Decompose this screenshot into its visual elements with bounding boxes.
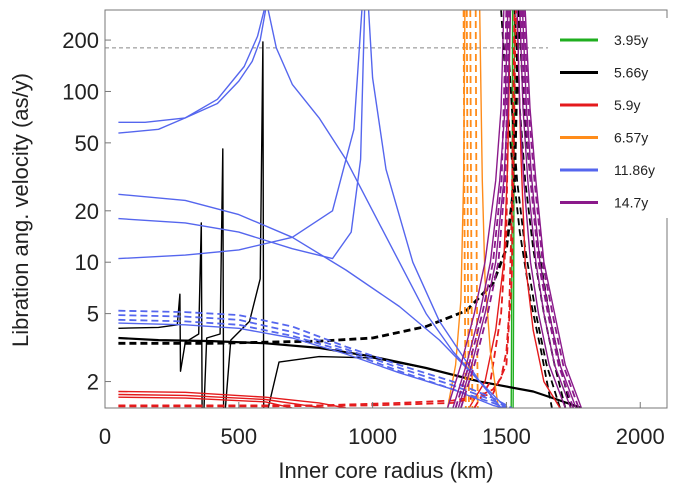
y-tick-label: 50 bbox=[75, 131, 99, 156]
legend-label: 14.7y bbox=[614, 195, 648, 211]
series-14.7y-curve-1 bbox=[452, 10, 509, 408]
series-14.7y-curve-10 bbox=[522, 10, 580, 408]
series-11.86y-curve-5 bbox=[367, 10, 507, 408]
series-6.57y-curve-2 bbox=[469, 10, 474, 408]
series-11.86y bbox=[118, 10, 513, 408]
legend-background bbox=[548, 18, 672, 218]
y-tick-label: 20 bbox=[75, 199, 99, 224]
series-14.7y-curve-4 bbox=[519, 10, 572, 408]
legend-label: 6.57y bbox=[614, 130, 648, 146]
y-tick-label: 5 bbox=[87, 302, 99, 327]
series-5.9y-curve-6 bbox=[516, 10, 561, 408]
legend-label: 11.86y bbox=[614, 162, 655, 178]
series-5.9y-curve-7 bbox=[473, 10, 511, 408]
legend-label: 3.95y bbox=[614, 32, 648, 48]
series-14.7y-curve-9 bbox=[520, 10, 575, 408]
series-14.7y-curve-0 bbox=[446, 10, 505, 408]
series-11.86y-curve-1 bbox=[118, 10, 265, 134]
series-5.66y-curve-1 bbox=[118, 222, 203, 408]
series-14.7y-curve-8 bbox=[460, 10, 510, 408]
series-11.86y-curve-0 bbox=[118, 10, 267, 123]
series-6.57y bbox=[446, 10, 500, 408]
series-14.7y-curve-6 bbox=[524, 10, 583, 408]
series-14.7y-curve-3 bbox=[516, 10, 566, 408]
x-tick-label: 1500 bbox=[482, 424, 531, 449]
series-11.86y-curve-4 bbox=[118, 10, 366, 260]
series-6.57y-curve-4 bbox=[446, 10, 466, 408]
legend: 3.95y 5.66y 5.9y 6.57y 11.86y 14.7y bbox=[548, 18, 672, 218]
x-axis-title: Inner core radius (km) bbox=[278, 458, 493, 483]
series-11.86y-curve-7 bbox=[118, 309, 513, 408]
series-6.57y-curve-3 bbox=[474, 10, 479, 408]
x-tick-label: 1000 bbox=[348, 424, 397, 449]
y-tick-label: 100 bbox=[62, 79, 99, 104]
series-5.66y-curve-4 bbox=[267, 355, 582, 408]
axes-layer: 0 500 1000 1500 2000 2 5 10 20 50 100 200 bbox=[62, 9, 668, 449]
x-tick-label: 0 bbox=[99, 424, 111, 449]
x-tick-label: 2000 bbox=[616, 424, 665, 449]
y-tick-label: 2 bbox=[87, 370, 99, 395]
legend-label: 5.9y bbox=[614, 97, 640, 113]
series-11.86y-curve-8 bbox=[118, 314, 510, 408]
series-5.66y-curve-2 bbox=[203, 148, 225, 408]
series-6.57y-curve-1 bbox=[465, 10, 470, 408]
series-6.57y-curve-5 bbox=[479, 10, 500, 408]
y-tick-label: 10 bbox=[75, 250, 99, 275]
series-14.7y-curve-5 bbox=[521, 10, 577, 408]
curves-layer bbox=[118, 10, 583, 408]
series-11.86y-curve-10 bbox=[118, 322, 504, 408]
x-tick-label: 500 bbox=[220, 424, 257, 449]
y-axis-title: Libration ang. velocity (as/y) bbox=[8, 73, 33, 347]
series-5.66y-curve-3 bbox=[224, 41, 265, 408]
series-11.86y-curve-3 bbox=[118, 193, 502, 408]
y-tick-label: 200 bbox=[62, 28, 99, 53]
series-5.66y-curve-6 bbox=[505, 10, 561, 408]
series-5.66y-curve-5 bbox=[118, 10, 520, 345]
series-14.7y-curve-2 bbox=[457, 10, 512, 408]
legend-label: 5.66y bbox=[614, 65, 648, 81]
series-11.86y-curve-6 bbox=[118, 10, 363, 260]
series-14.7y-curve-7 bbox=[454, 10, 508, 408]
series-14.7y bbox=[446, 10, 583, 408]
